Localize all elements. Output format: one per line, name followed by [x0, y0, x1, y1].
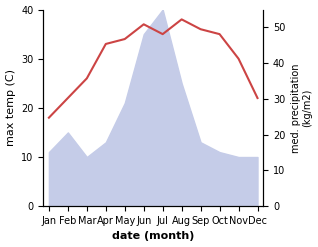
Y-axis label: max temp (C): max temp (C): [5, 69, 16, 146]
X-axis label: date (month): date (month): [112, 231, 194, 242]
Y-axis label: med. precipitation
(kg/m2): med. precipitation (kg/m2): [291, 63, 313, 153]
